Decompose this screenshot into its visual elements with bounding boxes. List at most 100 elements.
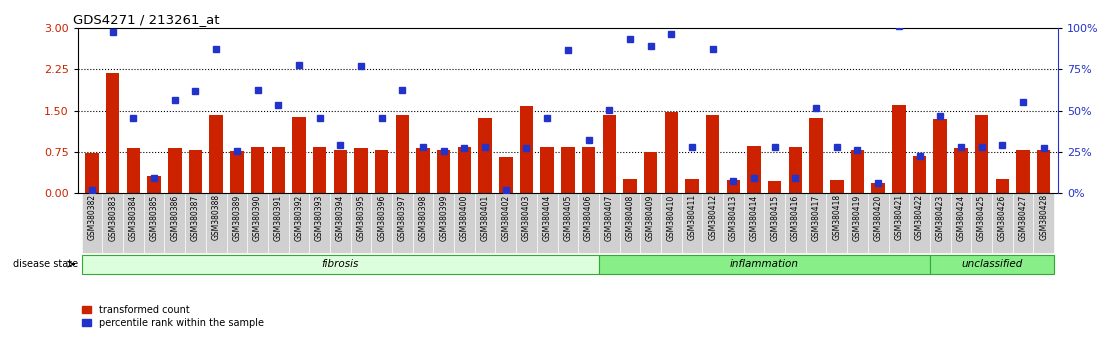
Bar bbox=[603, 115, 616, 193]
Bar bbox=[123, 193, 144, 253]
Bar bbox=[702, 193, 724, 253]
Bar bbox=[665, 112, 678, 193]
Bar bbox=[786, 193, 806, 253]
Bar bbox=[1016, 150, 1029, 193]
Bar bbox=[458, 147, 471, 193]
Bar bbox=[640, 193, 661, 253]
Bar bbox=[250, 147, 265, 193]
Bar bbox=[85, 153, 99, 193]
Bar bbox=[972, 193, 992, 253]
Bar bbox=[247, 193, 268, 253]
Bar bbox=[578, 193, 599, 253]
Bar bbox=[499, 157, 513, 193]
Bar bbox=[375, 150, 389, 193]
Bar bbox=[288, 193, 309, 253]
Bar bbox=[334, 150, 347, 193]
Bar bbox=[789, 147, 802, 193]
Text: fibrosis: fibrosis bbox=[321, 259, 359, 269]
Bar bbox=[809, 118, 823, 193]
Bar bbox=[765, 193, 786, 253]
Bar bbox=[930, 255, 1054, 274]
Bar bbox=[392, 193, 412, 253]
Bar bbox=[557, 193, 578, 253]
Bar bbox=[437, 150, 451, 193]
Text: inflammation: inflammation bbox=[730, 259, 799, 269]
Bar bbox=[868, 193, 889, 253]
Bar bbox=[681, 193, 702, 253]
Bar bbox=[479, 118, 492, 193]
Bar bbox=[954, 148, 967, 193]
Bar bbox=[768, 181, 781, 193]
Bar bbox=[889, 193, 910, 253]
Bar bbox=[913, 156, 926, 193]
Bar bbox=[185, 193, 206, 253]
Bar bbox=[536, 193, 557, 253]
Bar bbox=[126, 148, 140, 193]
Bar bbox=[350, 193, 371, 253]
Bar bbox=[412, 193, 433, 253]
Bar bbox=[910, 193, 930, 253]
Text: GDS4271 / 213261_at: GDS4271 / 213261_at bbox=[73, 13, 219, 26]
Bar bbox=[830, 180, 843, 193]
Bar bbox=[623, 179, 637, 193]
Bar bbox=[144, 193, 164, 253]
Bar bbox=[433, 193, 454, 253]
Bar bbox=[685, 179, 699, 193]
Bar bbox=[330, 193, 350, 253]
Bar bbox=[747, 146, 761, 193]
Bar bbox=[293, 117, 306, 193]
Bar bbox=[209, 115, 223, 193]
Bar bbox=[82, 193, 102, 253]
Bar bbox=[848, 193, 868, 253]
Bar bbox=[495, 193, 516, 253]
Text: unclassified: unclassified bbox=[962, 259, 1023, 269]
Bar bbox=[371, 193, 392, 253]
Bar bbox=[164, 193, 185, 253]
Bar bbox=[1034, 193, 1054, 253]
Bar bbox=[454, 193, 474, 253]
Bar bbox=[226, 193, 247, 253]
Bar bbox=[268, 193, 288, 253]
Bar bbox=[271, 147, 285, 193]
Bar bbox=[724, 193, 743, 253]
Bar bbox=[474, 193, 495, 253]
Bar bbox=[147, 177, 161, 193]
Bar bbox=[996, 179, 1009, 193]
Legend: transformed count, percentile rank within the sample: transformed count, percentile rank withi… bbox=[82, 305, 264, 328]
Bar bbox=[230, 151, 244, 193]
Bar bbox=[644, 152, 657, 193]
Bar bbox=[541, 147, 554, 193]
Bar bbox=[82, 255, 599, 274]
Bar bbox=[102, 193, 123, 253]
Bar bbox=[1037, 150, 1050, 193]
Bar bbox=[806, 193, 827, 253]
Bar bbox=[168, 148, 182, 193]
Bar bbox=[727, 180, 740, 193]
Bar bbox=[619, 193, 640, 253]
Bar bbox=[827, 193, 848, 253]
Bar bbox=[743, 193, 765, 253]
Bar bbox=[930, 193, 951, 253]
Bar bbox=[871, 183, 885, 193]
Bar bbox=[309, 193, 330, 253]
Bar bbox=[851, 150, 864, 193]
Bar bbox=[661, 193, 681, 253]
Text: disease state: disease state bbox=[13, 259, 79, 269]
Bar bbox=[951, 193, 972, 253]
Bar bbox=[206, 193, 226, 253]
Bar bbox=[1013, 193, 1034, 253]
Bar bbox=[975, 115, 988, 193]
Bar bbox=[599, 255, 930, 274]
Bar bbox=[992, 193, 1013, 253]
Bar bbox=[599, 193, 619, 253]
Bar bbox=[934, 119, 947, 193]
Bar bbox=[582, 147, 595, 193]
Bar bbox=[892, 105, 905, 193]
Bar bbox=[516, 193, 536, 253]
Bar bbox=[396, 115, 409, 193]
Bar bbox=[561, 147, 575, 193]
Bar bbox=[188, 150, 202, 193]
Bar bbox=[355, 148, 368, 193]
Bar bbox=[706, 115, 719, 193]
Bar bbox=[520, 106, 533, 193]
